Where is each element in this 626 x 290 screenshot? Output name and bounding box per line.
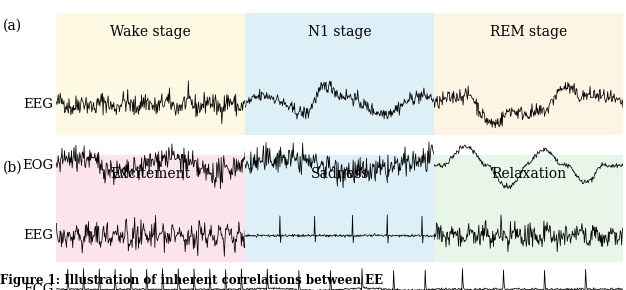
Text: (a): (a) xyxy=(3,19,23,33)
Text: Figure 1: Illustration of inherent correlations between EE: Figure 1: Illustration of inherent corre… xyxy=(0,274,383,287)
Text: Excitement: Excitement xyxy=(111,167,191,181)
Text: EEG: EEG xyxy=(23,98,53,111)
Text: REM stage: REM stage xyxy=(490,25,567,39)
Text: N1 stage: N1 stage xyxy=(308,25,371,39)
Text: EEG: EEG xyxy=(23,229,53,242)
Text: Wake stage: Wake stage xyxy=(110,25,191,39)
Text: Relaxation: Relaxation xyxy=(491,167,566,181)
Text: EOG: EOG xyxy=(22,159,53,172)
Text: Sadness: Sadness xyxy=(310,167,369,181)
Text: (b): (b) xyxy=(3,161,23,175)
Text: ECG: ECG xyxy=(23,283,53,290)
